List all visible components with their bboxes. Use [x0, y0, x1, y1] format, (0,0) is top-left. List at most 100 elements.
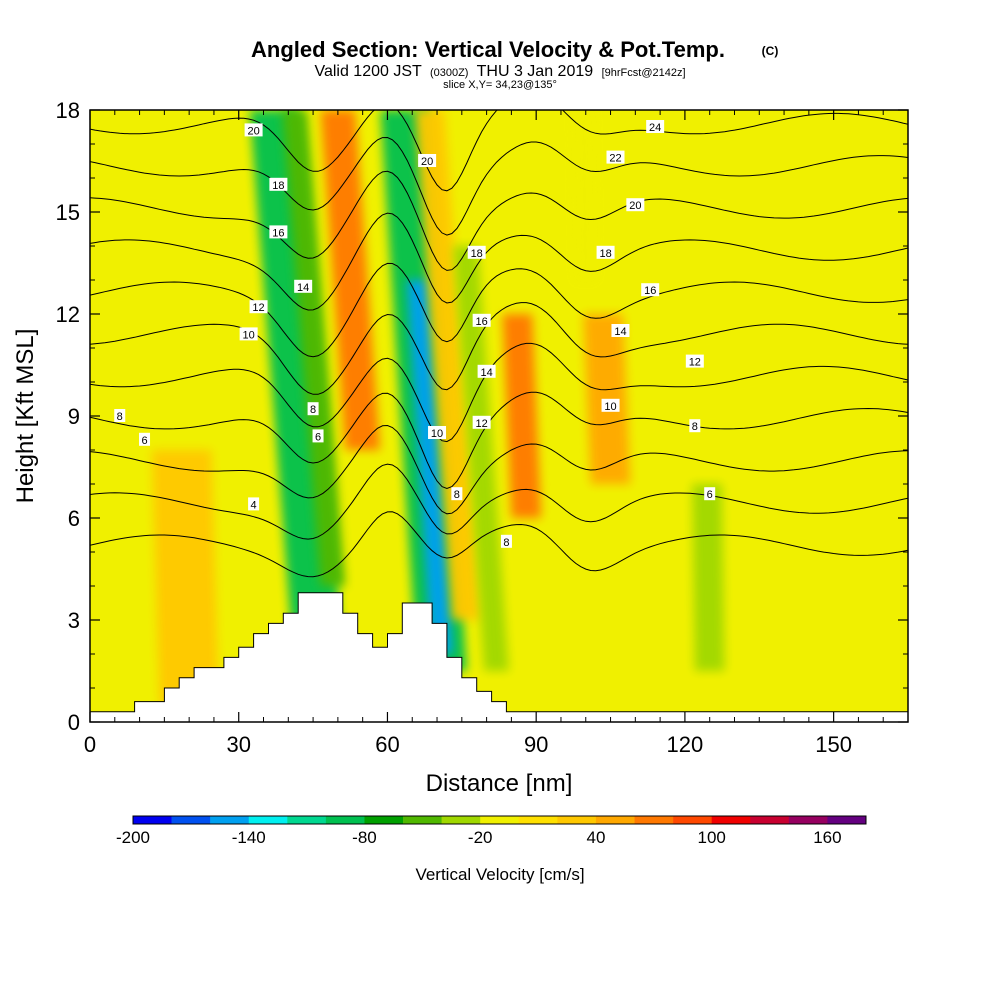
colorbar: -200 -140 -80 -20 40 100 160	[116, 815, 867, 847]
contour-label-bg	[601, 398, 620, 412]
colorbar-swatch	[171, 816, 211, 824]
contour-line-24	[90, 110, 908, 192]
contour-label-text: 10	[431, 428, 443, 440]
terrain-mask	[89, 592, 909, 723]
contour-label-10: 16	[641, 283, 660, 297]
contour-label-text: 10	[604, 401, 616, 413]
contour-line-20	[90, 170, 908, 271]
colorbar-swatch	[711, 816, 751, 824]
contour-label-26: 6	[312, 429, 324, 443]
contour-label-text: 20	[247, 125, 259, 137]
colorbar-tick-label: 40	[586, 828, 605, 847]
pot-temp-contours	[90, 110, 908, 578]
colorbar-frame	[132, 815, 867, 825]
contour-label-15: 12	[472, 415, 491, 430]
y-tick-label: 15	[56, 200, 80, 225]
colorbar-swatch	[441, 816, 481, 824]
contour-label-bg	[472, 313, 491, 327]
contour-label-14: 12	[249, 300, 268, 314]
contour-label-bg	[704, 487, 716, 501]
contour-label-bg	[472, 415, 491, 429]
colorbar-tick-label: -200	[116, 828, 150, 847]
subtitle-valid: Valid 1200 JST	[314, 63, 422, 80]
contour-line-22	[90, 136, 908, 236]
y-tick-label: 6	[68, 506, 80, 531]
chart-title-units: (C)	[762, 44, 779, 58]
contour-label-5: 18	[269, 177, 288, 192]
colorbar-tick-label: 100	[697, 828, 725, 847]
contour-label-24: 8	[689, 419, 701, 433]
contour-label-text: 12	[476, 418, 488, 430]
y-tick-label: 3	[68, 608, 80, 633]
contour-label-16: 12	[685, 354, 704, 369]
contour-label-text: 4	[251, 499, 257, 511]
contour-label-bg	[606, 150, 625, 164]
contour-label-text: 16	[272, 227, 284, 239]
x-axis: 0 30 60 90 120 150	[84, 110, 884, 757]
contour-label-3: 20	[418, 154, 437, 168]
colorbar-swatch	[133, 816, 172, 824]
colorbar-tick-label: -20	[468, 828, 493, 847]
contour-label-text: 12	[252, 302, 264, 314]
velocity-band-1	[282, 110, 346, 586]
contour-label-text: 18	[272, 180, 284, 192]
contour-line-10	[90, 391, 908, 490]
contour-label-25: 6	[139, 432, 151, 447]
x-tick-label: 60	[375, 732, 399, 757]
velocity-band-7	[502, 314, 542, 518]
colorbar-swatch	[557, 816, 597, 824]
contour-label-4: 20	[626, 198, 645, 212]
x-tick-label: 0	[84, 732, 96, 757]
contour-label-bg	[477, 364, 496, 378]
contour-label-bg	[689, 419, 701, 433]
contour-label-text: 14	[614, 326, 626, 338]
colorbar-swatch	[364, 816, 404, 824]
chart-subtitle: Valid 1200 JST (0300Z) THU 3 Jan 2019 [9…	[314, 63, 685, 80]
colorbar-swatch	[210, 816, 250, 824]
contour-line-14	[90, 302, 908, 395]
contour-label-bg	[646, 120, 665, 133]
contour-label-8: 16	[269, 225, 288, 239]
contour-label-text: 18	[599, 248, 611, 260]
x-tick-label: 90	[524, 732, 548, 757]
contour-line-8	[90, 424, 908, 515]
contour-label-18: 10	[428, 426, 447, 440]
contour-line-18	[90, 212, 908, 311]
colorbar-tick-label: 160	[813, 828, 841, 847]
contour-label-bg	[626, 198, 645, 212]
colorbar-swatch	[403, 816, 442, 824]
contour-label-text: 20	[629, 200, 641, 212]
colorbar-swatch	[518, 816, 558, 824]
contour-label-text: 8	[454, 489, 460, 501]
contour-label-text: 12	[689, 357, 701, 369]
colorbar-swatch	[634, 816, 674, 824]
contour-label-text: 22	[609, 153, 621, 165]
contour-label-text: 6	[141, 435, 147, 447]
contour-label-bg	[139, 432, 151, 446]
contour-label-bg	[428, 426, 447, 439]
contour-label-bg	[249, 300, 268, 314]
contour-label-text: 14	[297, 282, 309, 294]
contour-line-16	[90, 262, 908, 358]
contour-label-text: 8	[310, 404, 316, 416]
contour-label-bg	[248, 497, 260, 511]
contour-label-bg	[244, 123, 263, 137]
colorbar-swatch	[673, 816, 712, 824]
colorbar-swatch	[827, 816, 867, 824]
contour-label-bg	[294, 279, 313, 293]
contour-label-20: 8	[114, 409, 126, 423]
contour-label-text: 14	[480, 367, 492, 379]
plot-area: 24 22 20 20 20 18 18 18 16 16 16 14 14 14 12 12 12 10 10 10…	[89, 109, 909, 723]
colorbar-label: Vertical Velocity [cm/s]	[415, 865, 584, 884]
contour-label-bg	[269, 225, 288, 239]
contour-label-bg	[467, 245, 486, 259]
contour-label-bg	[114, 409, 126, 422]
subtitle-forecast: [9hrFcst@2142z]	[602, 67, 686, 79]
contour-line-6	[90, 463, 908, 540]
contour-label-23: 8	[500, 534, 512, 549]
contour-label-bg	[451, 487, 463, 501]
contour-label-7: 18	[596, 245, 615, 260]
colorbar-swatch	[595, 816, 635, 824]
colorbar-swatch	[750, 816, 790, 824]
contour-label-22: 8	[451, 487, 463, 501]
